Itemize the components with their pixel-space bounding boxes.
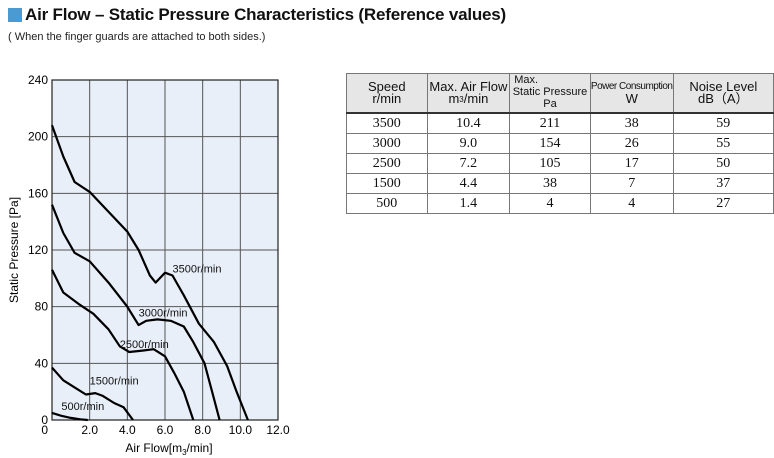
header-noise-line1: Noise Level [689,79,758,94]
table-row: 3500 10.4 211 38 59 [346,112,774,134]
header-speed: Speed r/min [346,73,428,114]
series-label: 3500r/min [173,264,222,276]
table-header-row: Speed r/min Max. Air Flow m3/min Max. St… [346,73,774,114]
spec-table: Speed r/min Max. Air Flow m3/min Max. St… [346,73,774,214]
plot-frame [51,79,279,421]
y-tick-label: 120 [28,243,48,257]
cell-power: 38 [589,112,674,134]
y-tick-label: 240 [28,73,48,87]
header-pressure-line1: Max. [514,74,539,86]
header-power: Power Consumption W [589,73,674,114]
y-tick-label: 40 [35,356,49,370]
cell-noise: 55 [672,133,774,154]
cell-power: 7 [589,173,674,194]
series-label: 1500r/min [90,376,139,388]
y-tick-label: 0 [41,413,48,427]
header-power-line1: Power Consumption [590,81,673,92]
cell-airflow: 10.4 [426,112,511,134]
series-label: 3000r/min [139,308,188,320]
cell-noise: 27 [672,193,774,214]
series-line-3000 [50,204,221,421]
series-label: 2500r/min [120,339,169,351]
cell-speed: 3500 [346,112,428,134]
y-tick-label: 200 [28,130,48,144]
header-power-line2: W [625,91,638,106]
cell-pressure: 4 [509,193,591,214]
series-line-3500 [50,124,249,421]
y-tick-label: 80 [35,300,49,314]
cell-noise: 59 [672,112,774,134]
cell-airflow: 1.4 [426,193,511,214]
cell-power: 17 [589,153,674,174]
cell-speed: 3000 [346,133,428,154]
cell-pressure: 211 [509,112,591,134]
series-line-500 [51,411,88,422]
page-subtitle: ( When the finger guards are attached to… [8,31,266,43]
x-tick-label: 8.0 [194,423,211,437]
cell-pressure: 154 [509,133,591,154]
cell-power: 4 [589,193,674,214]
header-pressure-line3: Pa [543,98,557,110]
y-tick-label: 160 [28,186,48,200]
header-noise-line2: dB（A） [697,91,749,106]
series-line-2500 [51,269,195,421]
header-pressure: Max. Static Pressure Pa [509,73,591,114]
series-label: 500r/min [61,401,104,413]
header-airflow-line2: m3/min [448,90,489,106]
cell-speed: 500 [346,193,428,214]
header-pressure-line2: Static Pressure [512,86,588,98]
cell-airflow: 9.0 [426,133,511,154]
x-tick-label: 4.0 [119,423,136,437]
x-axis-label: Air Flow[m3/min] [125,441,212,457]
cell-airflow: 4.4 [426,173,511,194]
x-tick-label: 10.0 [229,423,253,437]
header-speed-line1: Speed [368,79,406,94]
pq-chart: 0 2.0 4.0 6.0 8.0 10.0 12.0 0 40 80 120 160 200 240 35… [7,73,290,457]
cell-pressure: 38 [509,173,591,194]
table-row: 1500 4.4 38 7 37 [346,173,774,194]
cell-power: 26 [589,133,674,154]
cell-airflow: 7.2 [426,153,511,174]
x-tick-label: 0 [41,423,48,437]
table-row: 500 1.4 4 4 27 [346,193,774,214]
x-tick-label: 2.0 [81,423,98,437]
header-speed-line2: r/min [372,91,402,106]
title-square-icon [8,8,22,22]
header-noise: Noise Level dB（A） [672,73,774,114]
page-title: Air Flow – Static Pressure Characteristi… [25,5,507,24]
header-airflow: Max. Air Flow m3/min [426,73,511,114]
cell-noise: 37 [672,173,774,194]
x-tick-label: 6.0 [157,423,174,437]
cell-speed: 1500 [346,173,428,194]
x-tick-label: 12.0 [266,423,290,437]
table-row: 3000 9.0 154 26 55 [346,133,774,154]
cell-noise: 50 [672,153,774,174]
title-row: Air Flow – Static Pressure Characteristi… [8,4,506,26]
series-line-1500 [51,366,134,421]
header-airflow-line1: Max. Air Flow [429,78,508,94]
y-axis-label: Static Pressure [Pa] [7,197,21,303]
cell-pressure: 105 [509,153,591,174]
table-row: 2500 7.2 105 17 50 [346,153,774,174]
cell-speed: 2500 [346,153,428,174]
